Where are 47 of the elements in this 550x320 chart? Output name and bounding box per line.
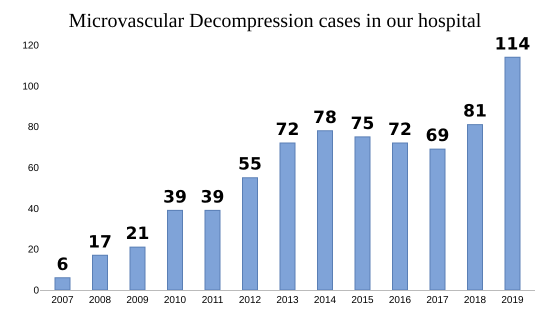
x-tick-label: 2007 [51, 295, 74, 306]
bar [467, 124, 483, 290]
bar [392, 142, 408, 290]
bar [54, 277, 70, 290]
y-tick-label: 60 [28, 163, 40, 174]
y-tick-label: 40 [28, 204, 40, 215]
x-tick-label: 2009 [126, 295, 150, 306]
bar [242, 177, 258, 290]
data-label: 39 [163, 187, 187, 208]
y-tick-label: 0 [33, 286, 40, 296]
x-tick-label: 2016 [388, 295, 412, 306]
bar [430, 148, 446, 290]
data-label: 17 [88, 232, 112, 252]
bar [92, 254, 108, 290]
data-label: 75 [350, 114, 374, 134]
x-tick-label: 2019 [501, 295, 524, 306]
y-tick-label: 80 [28, 122, 40, 134]
x-tick-label: 2017 [426, 295, 450, 306]
x-tick-label: 2011 [202, 295, 224, 306]
data-label: 6 [56, 254, 68, 275]
data-label: 72 [276, 120, 300, 140]
bar [280, 142, 296, 290]
bar [130, 246, 146, 290]
data-label: 78 [313, 108, 337, 128]
bar [167, 210, 183, 290]
data-label: 69 [426, 126, 450, 146]
y-tick-label: 100 [22, 81, 40, 92]
bar [317, 130, 333, 290]
chart-title: Microvascular Decompression cases in our hospital [68, 10, 482, 32]
x-tick-label: 2013 [276, 295, 300, 306]
bar [204, 210, 220, 290]
y-tick-label: 20 [28, 244, 40, 256]
x-tick-label: 2018 [464, 295, 487, 306]
bar [354, 136, 370, 290]
x-tick-label: 2014 [314, 295, 337, 306]
x-tick-label: 2015 [351, 295, 374, 306]
x-tick-label: 2008 [88, 295, 112, 306]
x-tick-label: 2012 [238, 295, 262, 306]
data-label: 39 [200, 187, 224, 208]
data-label: 72 [388, 120, 412, 140]
data-label: 21 [126, 224, 150, 244]
data-label: 81 [463, 102, 487, 122]
data-label: 55 [238, 154, 262, 175]
bar [504, 56, 520, 290]
y-tick-label: 120 [22, 40, 40, 52]
x-tick-label: 2010 [164, 295, 187, 306]
data-label: 114 [494, 34, 530, 54]
